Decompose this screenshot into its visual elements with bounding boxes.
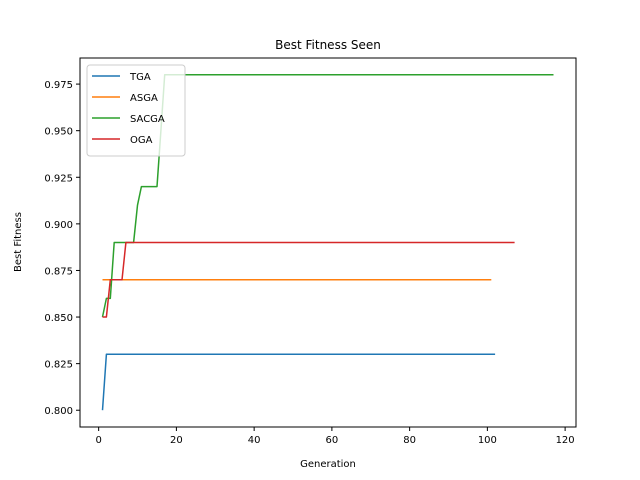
x-tick-label: 20 [170,435,183,446]
y-tick-label: 0.875 [44,266,73,277]
legend-label-tga: TGA [129,72,151,83]
series-line-tga [101,353,496,411]
y-tick-label: 0.950 [44,127,73,138]
y-tick-label: 0.925 [44,173,73,184]
x-axis-label: Generation [300,459,356,470]
y-tick-label: 0.850 [44,313,73,324]
axes-frame [79,57,577,428]
x-axis: 0 20 40 60 80 100 120 [95,427,575,446]
legend-label-asga: ASGA [130,93,158,104]
y-tick-label: 0.825 [44,360,73,371]
x-tick-label: 80 [403,435,416,446]
legend-label-sacga: SACGA [130,114,165,125]
y-tick-label: 0.975 [44,80,73,91]
x-tick-label: 60 [326,435,339,446]
chart-title: Best Fitness Seen [275,38,381,52]
x-tick-label: 100 [478,435,497,446]
legend: TGA ASGA SACGA OGA [86,64,186,157]
series-line-oga [102,241,515,318]
legend-box [86,64,186,157]
y-axis: 0.800 0.825 0.850 0.875 0.900 0.925 0.950 0.975 [44,80,80,417]
legend-label-oga: OGA [130,135,153,146]
y-tick-label: 0.900 [44,220,73,231]
x-tick-label: 120 [556,435,575,446]
y-axis-label: Best Fitness [13,212,24,272]
x-tick-label: 40 [248,435,261,446]
x-tick-label: 0 [95,435,101,446]
y-tick-label: 0.800 [44,406,73,417]
